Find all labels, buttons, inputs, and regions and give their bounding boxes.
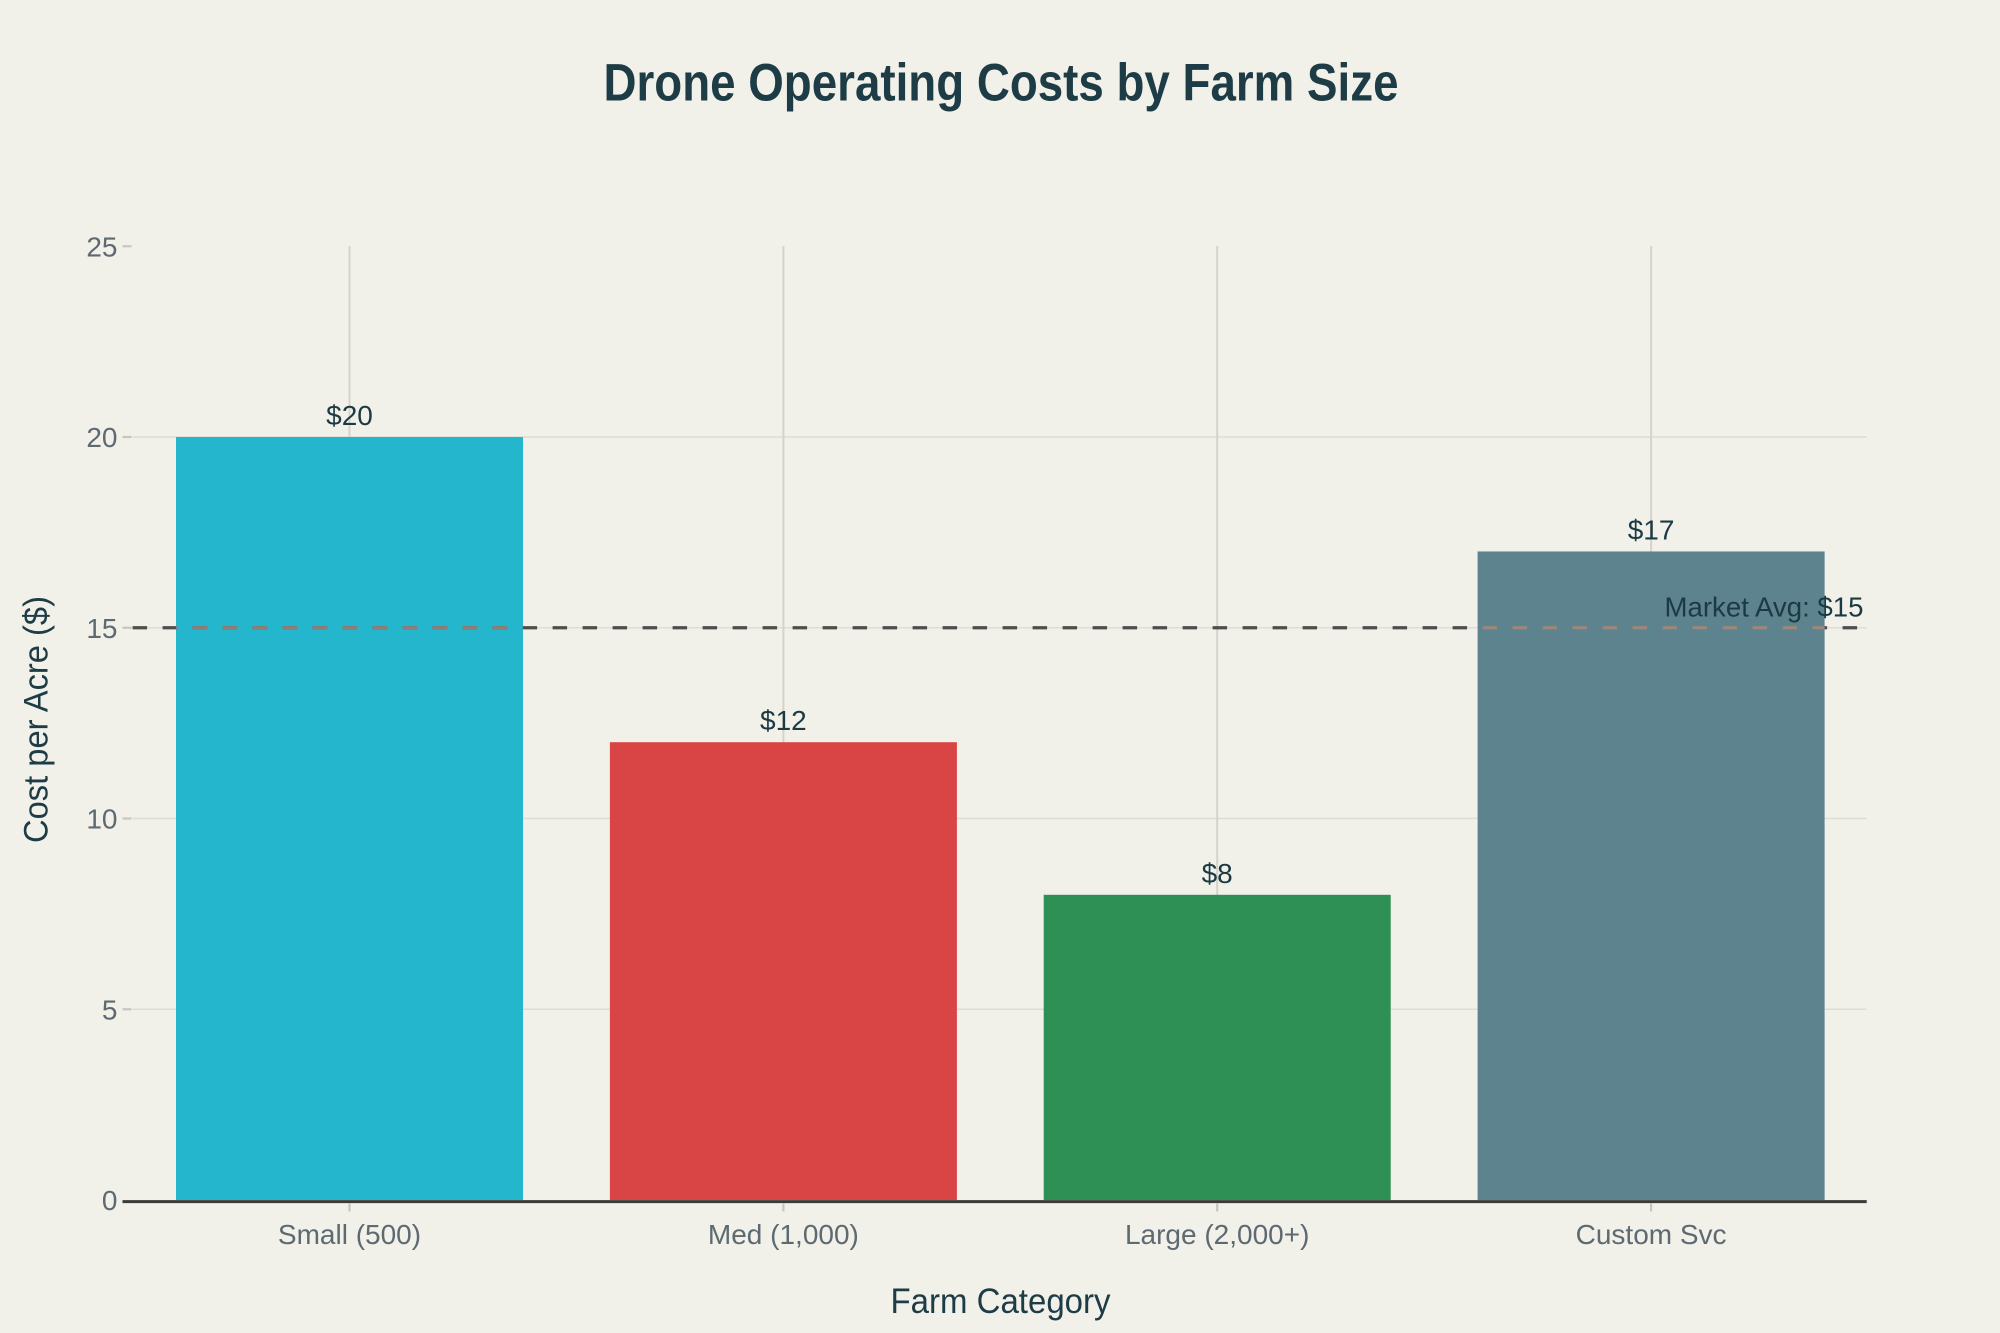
svg-text:20: 20 [86,422,117,453]
svg-text:$12: $12 [760,705,807,736]
svg-text:Farm Category: Farm Category [891,1282,1111,1321]
svg-text:Market Avg: $15: Market Avg: $15 [1665,592,1864,623]
svg-text:Custom Svc: Custom Svc [1576,1219,1727,1250]
svg-text:0: 0 [102,1185,118,1216]
svg-text:10: 10 [86,804,117,835]
svg-text:25: 25 [86,231,117,262]
svg-text:Med (1,000): Med (1,000) [708,1219,859,1250]
svg-text:$17: $17 [1628,514,1675,545]
svg-text:Drone Operating Costs by Farm: Drone Operating Costs by Farm Size [604,54,1399,113]
svg-text:$20: $20 [326,400,373,431]
svg-text:Cost per Acre ($): Cost per Acre ($) [18,596,56,843]
svg-text:15: 15 [86,613,117,644]
svg-text:$8: $8 [1202,858,1233,889]
svg-text:Small (500): Small (500) [278,1219,421,1250]
svg-text:5: 5 [102,994,118,1025]
svg-text:Large (2,000+): Large (2,000+) [1125,1219,1309,1250]
